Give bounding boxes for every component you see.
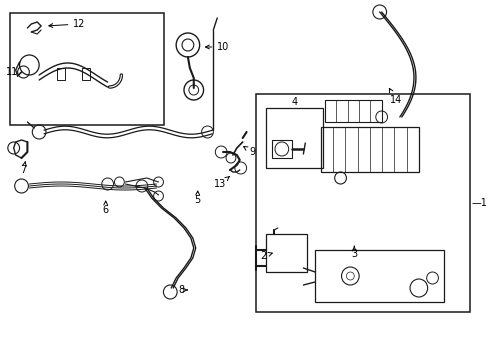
Text: 11: 11	[6, 67, 18, 77]
Bar	[57, 68, 64, 80]
Bar	[320, 127, 418, 172]
Bar	[10, 13, 164, 125]
Text: 7: 7	[20, 162, 26, 175]
Text: 4: 4	[291, 97, 297, 107]
Bar	[82, 68, 90, 80]
Text: 14: 14	[388, 89, 401, 105]
Text: 8: 8	[178, 285, 187, 295]
Bar	[324, 100, 381, 122]
Bar	[271, 140, 291, 158]
Bar	[256, 94, 469, 312]
Text: 10: 10	[205, 42, 229, 52]
Text: 2: 2	[260, 251, 272, 261]
Circle shape	[341, 267, 358, 285]
Text: —1: —1	[471, 198, 487, 208]
Text: 6: 6	[102, 201, 108, 215]
Text: 3: 3	[350, 246, 357, 259]
Text: 5: 5	[194, 191, 201, 205]
Bar	[314, 250, 444, 302]
Bar	[265, 108, 322, 168]
Text: 9: 9	[243, 147, 255, 157]
Bar	[265, 234, 306, 272]
Text: 12: 12	[49, 19, 85, 29]
Text: 13: 13	[214, 176, 229, 189]
